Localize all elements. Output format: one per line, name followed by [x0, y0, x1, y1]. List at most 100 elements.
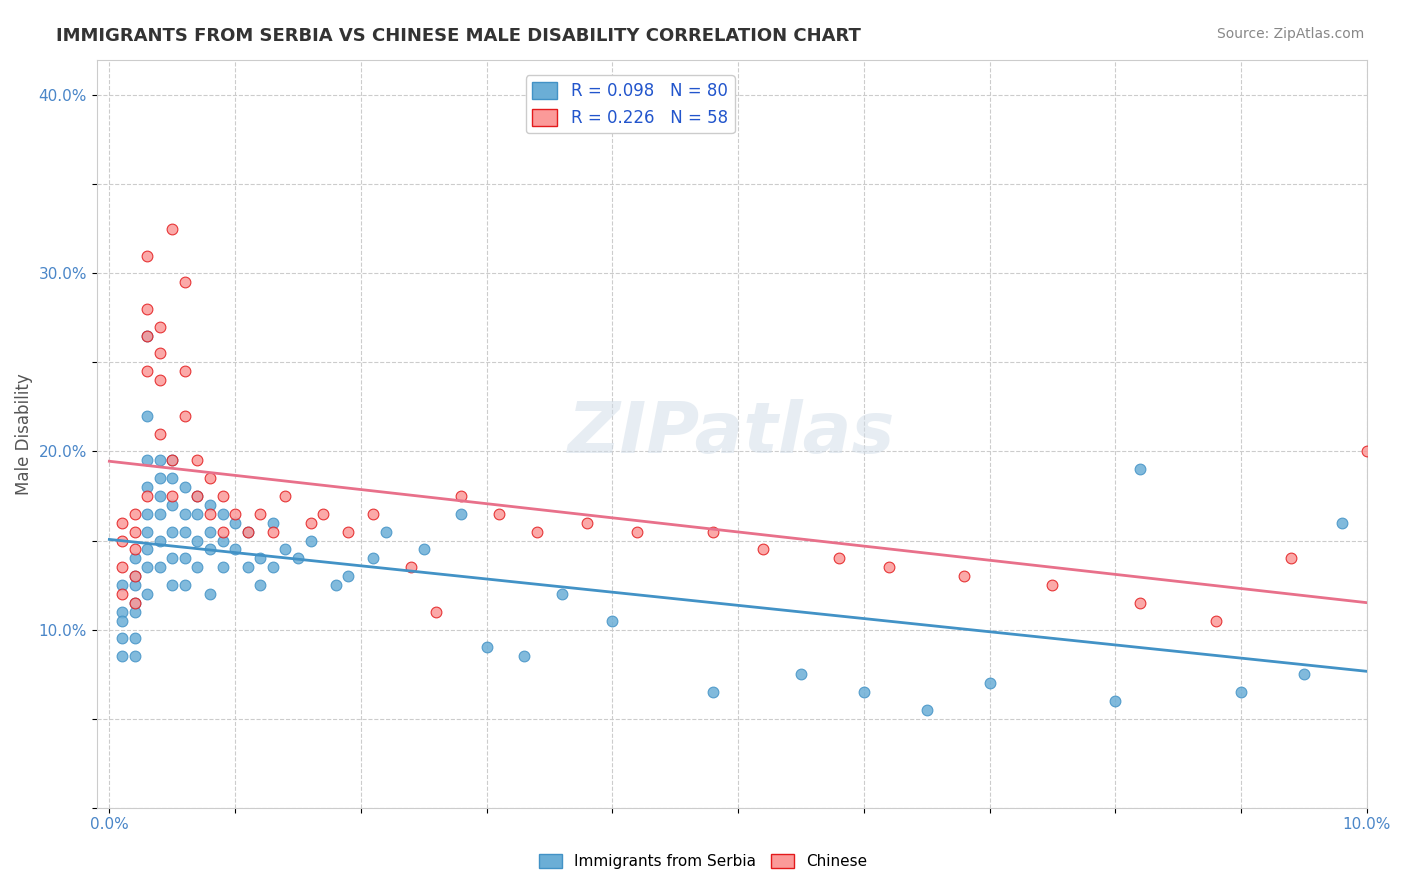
Y-axis label: Male Disability: Male Disability [15, 373, 32, 494]
Point [136, 542, 159, 557]
Point [211, 533, 233, 548]
Point [274, 542, 297, 557]
Point [399, 560, 422, 574]
Text: Source: ZipAtlas.com: Source: ZipAtlas.com [1216, 27, 1364, 41]
Point [249, 507, 271, 521]
Point [236, 524, 259, 539]
Point [124, 596, 146, 610]
Point [149, 560, 172, 574]
Point [475, 640, 498, 655]
Point [173, 275, 195, 289]
Point [124, 632, 146, 646]
Point [160, 578, 183, 592]
Point [198, 542, 221, 557]
Point [173, 524, 195, 539]
Point [198, 524, 221, 539]
Point [262, 516, 284, 530]
Point [149, 533, 172, 548]
Point [877, 560, 900, 574]
Point [173, 551, 195, 566]
Point [136, 328, 159, 343]
Point [224, 516, 246, 530]
Point [312, 507, 335, 521]
Point [249, 551, 271, 566]
Point [160, 498, 183, 512]
Point [124, 569, 146, 583]
Point [173, 409, 195, 423]
Point [124, 596, 146, 610]
Point [450, 489, 472, 503]
Point [186, 489, 208, 503]
Point [337, 569, 360, 583]
Point [1129, 596, 1152, 610]
Point [124, 542, 146, 557]
Point [299, 516, 322, 530]
Point [173, 480, 195, 494]
Point [160, 453, 183, 467]
Point [160, 524, 183, 539]
Point [979, 676, 1001, 690]
Point [111, 649, 134, 664]
Point [702, 524, 724, 539]
Point [136, 587, 159, 601]
Point [136, 524, 159, 539]
Point [626, 524, 648, 539]
Point [160, 222, 183, 236]
Point [1129, 462, 1152, 476]
Point [375, 524, 398, 539]
Point [186, 533, 208, 548]
Point [211, 560, 233, 574]
Point [149, 319, 172, 334]
Point [186, 507, 208, 521]
Point [124, 569, 146, 583]
Point [211, 489, 233, 503]
Point [124, 524, 146, 539]
Point [1042, 578, 1064, 592]
Point [198, 507, 221, 521]
Point [136, 364, 159, 378]
Point [111, 632, 134, 646]
Point [160, 471, 183, 485]
Point [149, 426, 172, 441]
Point [287, 551, 309, 566]
Point [224, 542, 246, 557]
Point [136, 507, 159, 521]
Point [828, 551, 851, 566]
Point [363, 551, 385, 566]
Point [211, 507, 233, 521]
Point [186, 453, 208, 467]
Legend: Immigrants from Serbia, Chinese: Immigrants from Serbia, Chinese [533, 848, 873, 875]
Point [1104, 694, 1126, 708]
Point [224, 507, 246, 521]
Point [1330, 516, 1353, 530]
Point [173, 364, 195, 378]
Point [1292, 667, 1315, 681]
Point [160, 551, 183, 566]
Point [198, 471, 221, 485]
Point [149, 373, 172, 387]
Point [160, 489, 183, 503]
Point [149, 346, 172, 360]
Point [111, 516, 134, 530]
Point [173, 578, 195, 592]
Point [111, 587, 134, 601]
Point [149, 453, 172, 467]
Point [124, 605, 146, 619]
Point [752, 542, 775, 557]
Point [337, 524, 360, 539]
Point [274, 489, 297, 503]
Point [1355, 444, 1378, 458]
Point [124, 551, 146, 566]
Point [602, 614, 624, 628]
Point [363, 507, 385, 521]
Point [299, 533, 322, 548]
Point [136, 328, 159, 343]
Point [325, 578, 347, 592]
Point [111, 605, 134, 619]
Point [450, 507, 472, 521]
Point [136, 560, 159, 574]
Point [790, 667, 813, 681]
Legend: R = 0.098   N = 80, R = 0.226   N = 58: R = 0.098 N = 80, R = 0.226 N = 58 [526, 76, 734, 134]
Point [111, 578, 134, 592]
Text: IMMIGRANTS FROM SERBIA VS CHINESE MALE DISABILITY CORRELATION CHART: IMMIGRANTS FROM SERBIA VS CHINESE MALE D… [56, 27, 860, 45]
